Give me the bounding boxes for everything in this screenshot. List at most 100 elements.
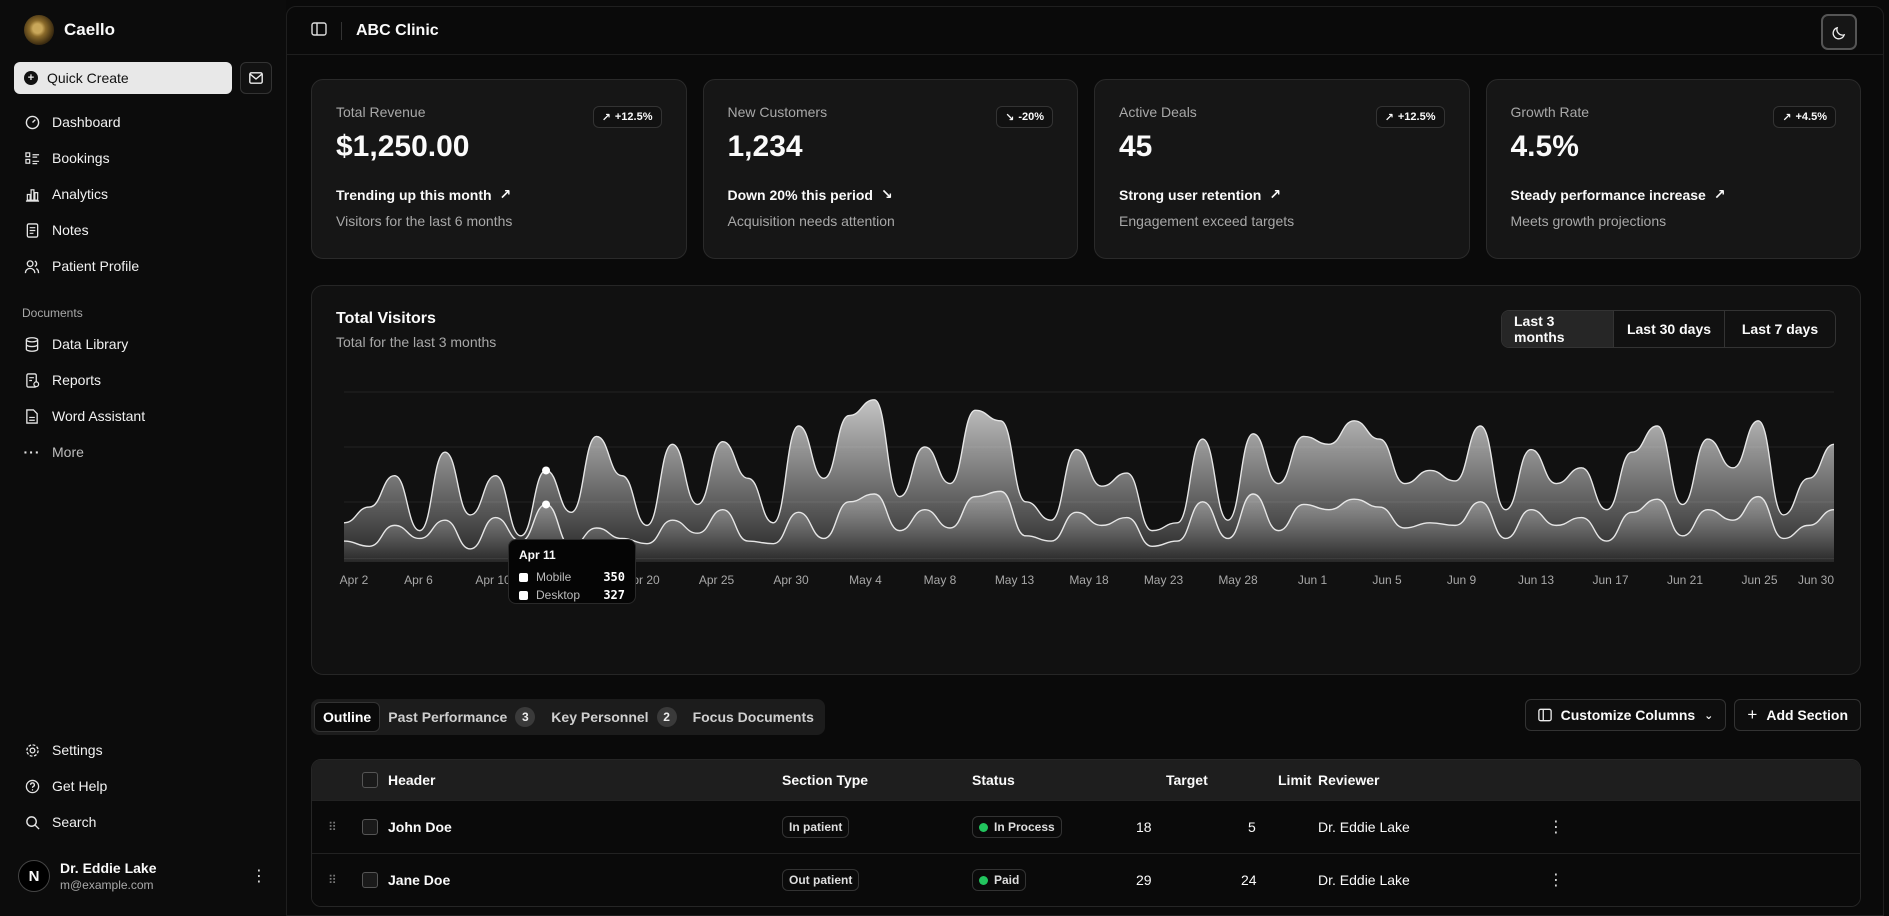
visitors-chart-card: Total Visitors Total for the last 3 mont… xyxy=(311,285,1861,675)
database-icon xyxy=(24,336,40,352)
table-row[interactable]: ⠿ Jane Doe Out patient Paid 29 24 Dr. Ed… xyxy=(312,853,1860,906)
reviewer-value[interactable]: Dr. Eddie Lake xyxy=(1318,872,1410,888)
status-text: Paid xyxy=(994,873,1020,887)
limit-value[interactable]: 24 xyxy=(1241,872,1257,888)
range-tab-7-days[interactable]: Last 7 days xyxy=(1724,311,1835,347)
more-vertical-icon[interactable]: ⋮ xyxy=(1548,819,1564,836)
divider xyxy=(341,21,342,40)
quick-create-label: Quick Create xyxy=(47,70,129,86)
theme-toggle-button[interactable] xyxy=(1821,14,1857,50)
target-value[interactable]: 18 xyxy=(1136,819,1152,835)
sidebar-item-label: Get Help xyxy=(52,778,108,794)
tab-past-performance[interactable]: Past Performance 3 xyxy=(380,702,543,732)
trend-badge: ↗ +4.5% xyxy=(1773,106,1836,128)
user-name: Dr. Eddie Lake xyxy=(60,860,157,876)
user-account[interactable]: N Dr. Eddie Lake m@example.com ⋮ xyxy=(18,860,268,892)
section-type-badge: In patient xyxy=(782,816,850,838)
user-email: m@example.com xyxy=(60,878,154,892)
tab-label: Key Personnel xyxy=(551,709,649,725)
desktop-swatch xyxy=(519,590,528,600)
sidebar-item-more[interactable]: ··· More xyxy=(14,434,272,470)
quick-create-button[interactable]: + Quick Create xyxy=(14,62,232,94)
sidebar-item-data-library[interactable]: Data Library xyxy=(14,326,272,362)
status-dot-icon xyxy=(979,822,988,832)
sidebar-item-label: Data Library xyxy=(52,336,129,352)
inbox-button[interactable] xyxy=(240,62,272,94)
sidebar-item-get-help[interactable]: Get Help xyxy=(14,768,272,804)
sidebar-item-dashboard[interactable]: Dashboard xyxy=(14,104,272,140)
sidebar-item-notes[interactable]: Notes xyxy=(14,212,272,248)
tab-outline[interactable]: Outline xyxy=(314,702,381,732)
list-icon xyxy=(24,150,40,166)
x-tick-label: Jun 30 xyxy=(1798,573,1834,587)
sidebar-item-label: More xyxy=(52,444,84,460)
x-tick-label: Jun 9 xyxy=(1447,573,1477,587)
sidebar-item-word-assistant[interactable]: Word Assistant xyxy=(14,398,272,434)
tab-count-badge: 2 xyxy=(656,707,677,727)
status-badge: Paid xyxy=(972,869,1027,891)
sidebar-item-label: Bookings xyxy=(52,150,110,166)
ellipsis-icon: ··· xyxy=(23,444,41,460)
chart-title: Total Visitors xyxy=(336,310,436,327)
more-vertical-icon[interactable]: ⋮ xyxy=(251,868,267,885)
dashboard-icon xyxy=(24,114,40,130)
trend-badge: ↗ +12.5% xyxy=(592,106,662,128)
row-header[interactable]: John Doe xyxy=(388,819,452,835)
x-tick-label: Apr 25 xyxy=(699,573,735,587)
tooltip-date: Apr 11 xyxy=(519,548,556,562)
tab-label: Past Performance xyxy=(388,709,508,725)
sidebar-item-patient-profile[interactable]: Patient Profile xyxy=(14,248,272,284)
brand[interactable]: Caello xyxy=(14,14,272,46)
sidebar-item-reports[interactable]: Reports xyxy=(14,362,272,398)
sidebar-item-settings[interactable]: Settings xyxy=(14,732,272,768)
card-subtext: Acquisition needs attention xyxy=(727,213,895,229)
notes-icon xyxy=(24,222,40,238)
tooltip-label: Desktop xyxy=(536,588,581,602)
customize-columns-button[interactable]: Customize Columns ⌄ xyxy=(1524,699,1727,731)
select-all-checkbox[interactable] xyxy=(362,772,378,788)
drag-handle-icon[interactable]: ⠿ xyxy=(328,873,337,887)
gear-icon xyxy=(24,742,40,758)
card-trend: Trending up this month ↗ xyxy=(336,186,662,203)
stat-card-deals: Active Deals 45 ↗ +12.5% Strong user rete… xyxy=(1094,79,1470,259)
bar-chart-icon xyxy=(24,186,40,202)
sidebar-item-label: Settings xyxy=(52,742,103,758)
card-trend: Strong user retention ↗ xyxy=(1119,186,1445,203)
card-trend: Steady performance increase ↗ xyxy=(1511,186,1837,203)
range-tab-3-months[interactable]: Last 3 months xyxy=(1502,311,1613,347)
col-target: Target xyxy=(1166,772,1208,788)
target-value[interactable]: 29 xyxy=(1136,872,1152,888)
sidebar-item-search[interactable]: Search xyxy=(14,804,272,840)
badge-text: +12.5% xyxy=(1397,111,1436,123)
drag-handle-icon[interactable]: ⠿ xyxy=(328,820,337,834)
report-icon xyxy=(24,372,40,388)
section-type-badge: Out patient xyxy=(782,869,860,891)
status-badge: In Process xyxy=(972,816,1062,838)
sidebar-item-label: Patient Profile xyxy=(52,258,140,274)
sidebar-item-bookings[interactable]: Bookings xyxy=(14,140,272,176)
sidebar-toggle-icon[interactable] xyxy=(311,21,327,40)
sidebar-item-analytics[interactable]: Analytics xyxy=(14,176,272,212)
add-section-button[interactable]: + Add Section xyxy=(1734,699,1861,731)
row-header[interactable]: Jane Doe xyxy=(388,872,451,888)
tab-label: Focus Documents xyxy=(692,709,814,725)
range-tab-30-days[interactable]: Last 30 days xyxy=(1613,311,1724,347)
x-tick-label: Jun 21 xyxy=(1667,573,1703,587)
trending-up-icon: ↗ xyxy=(1782,111,1792,124)
page-title: ABC Clinic xyxy=(356,21,439,39)
table-toolbar: Outline Past Performance 3 Key Personnel 2… xyxy=(311,699,1861,735)
file-icon xyxy=(24,408,40,424)
tab-focus-documents[interactable]: Focus Documents xyxy=(685,702,822,732)
table-row[interactable]: ⠿ John Doe In patient In Process 18 5 Dr… xyxy=(312,800,1860,853)
reviewer-value[interactable]: Dr. Eddie Lake xyxy=(1318,819,1410,835)
limit-value[interactable]: 5 xyxy=(1248,819,1256,835)
row-checkbox[interactable] xyxy=(362,819,378,835)
sidebar-item-label: Dashboard xyxy=(52,114,121,130)
status-text: In Process xyxy=(994,820,1055,834)
row-checkbox[interactable] xyxy=(362,872,378,888)
more-vertical-icon[interactable]: ⋮ xyxy=(1548,872,1564,889)
trend-badge: ↗ +12.5% xyxy=(1375,106,1445,128)
tab-key-personnel[interactable]: Key Personnel 2 xyxy=(543,702,684,732)
trending-up-icon: ↗ xyxy=(1384,111,1394,124)
